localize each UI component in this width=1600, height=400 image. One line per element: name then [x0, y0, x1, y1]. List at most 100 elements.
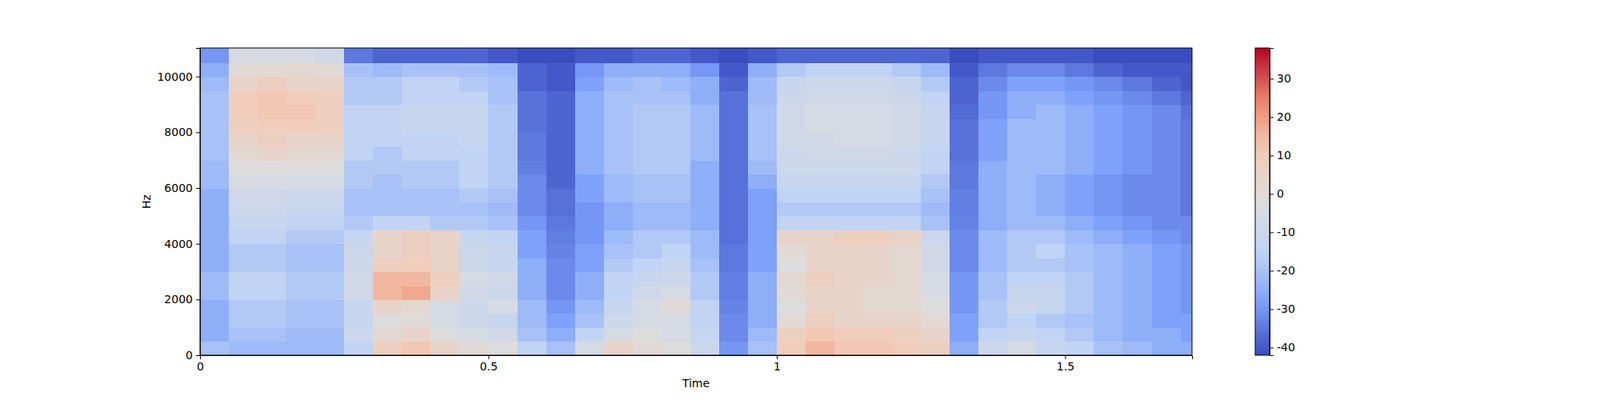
tick-mark: [1269, 347, 1274, 348]
heatmap-cell: [604, 188, 634, 203]
heatmap-cell: [546, 174, 576, 189]
heatmap-cell: [1036, 313, 1066, 328]
heatmap-cell: [1007, 313, 1037, 328]
heatmap-cell: [661, 90, 692, 105]
heatmap-cell: [1122, 118, 1152, 133]
heatmap-cell: [776, 48, 807, 64]
heatmap-cell: [834, 160, 864, 175]
heatmap-cell: [978, 285, 1008, 300]
heatmap-cell: [228, 118, 259, 133]
heatmap-cell: [228, 160, 259, 175]
heatmap-cell: [200, 299, 230, 314]
heatmap-cell: [1064, 313, 1095, 328]
heatmap-cell: [834, 201, 864, 216]
heatmap-cell: [1064, 341, 1095, 356]
heatmap-cell: [949, 272, 980, 287]
heatmap-cell: [1093, 229, 1124, 244]
heatmap-cell: [315, 90, 345, 105]
heatmap-cell: [401, 104, 432, 120]
heatmap-cell: [286, 244, 316, 259]
heatmap-cell: [920, 272, 951, 287]
heatmap-cell: [1064, 132, 1095, 147]
heatmap-cell: [257, 104, 288, 120]
heatmap-cell: [488, 174, 518, 189]
heatmap-cell: [978, 313, 1008, 328]
heatmap-cell: [1180, 272, 1192, 287]
heatmap-cell: [776, 257, 807, 272]
heatmap-cell: [1122, 341, 1152, 356]
heatmap-cell: [776, 174, 807, 189]
heatmap-cell: [805, 244, 836, 259]
heatmap-cell: [949, 132, 980, 147]
heatmap-cell: [1180, 48, 1192, 64]
heatmap-cell: [372, 174, 403, 189]
heatmap-cells: [200, 48, 1192, 356]
heatmap-cell: [748, 313, 778, 328]
heatmap-cell: [459, 76, 489, 92]
heatmap-cell: [430, 313, 460, 328]
tick-mark: [196, 244, 200, 245]
heatmap-cell: [488, 132, 518, 147]
heatmap-cell: [920, 201, 951, 216]
heatmap-cell: [1036, 90, 1066, 105]
heatmap-cell: [1122, 201, 1152, 216]
heatmap-cell: [344, 48, 374, 64]
heatmap-cell: [1122, 216, 1152, 231]
heatmap-cell: [1180, 76, 1192, 92]
heatmap-cell: [257, 257, 288, 272]
heatmap-cell: [863, 299, 893, 314]
heatmap-cell: [1007, 174, 1037, 189]
heatmap-cell: [372, 257, 403, 272]
heatmap-cell: [286, 285, 316, 300]
heatmap-cell: [1007, 48, 1037, 64]
heatmap-cell: [892, 272, 922, 287]
heatmap-cell: [834, 90, 864, 105]
heatmap-cell: [517, 62, 548, 77]
heatmap-cell: [920, 62, 951, 77]
heatmap-cell: [1093, 118, 1124, 133]
heatmap-cell: [632, 146, 663, 161]
heatmap-cell: [748, 272, 778, 287]
heatmap-cell: [372, 244, 403, 259]
heatmap-cell: [257, 160, 288, 175]
heatmap-cell: [1007, 90, 1037, 105]
heatmap-cell: [719, 272, 749, 287]
heatmap-cell: [748, 244, 778, 259]
heatmap-cell: [805, 229, 836, 244]
heatmap-cell: [949, 118, 980, 133]
heatmap-cell: [604, 257, 634, 272]
heatmap-cell: [1064, 90, 1095, 105]
heatmap-cell: [949, 244, 980, 259]
tick: 30: [1269, 72, 1292, 85]
heatmap-cell: [1064, 76, 1095, 92]
heatmap-cell: [949, 146, 980, 161]
heatmap-cell: [1122, 257, 1152, 272]
heatmap-cell: [401, 229, 432, 244]
heatmap-cell: [949, 201, 980, 216]
heatmap-cell: [575, 327, 605, 342]
heatmap-cell: [1064, 229, 1095, 244]
heatmap-cell: [719, 132, 749, 147]
heatmap-cell: [315, 76, 345, 92]
heatmap-cell: [1007, 216, 1037, 231]
heatmap-cell: [286, 257, 316, 272]
tick-mark: [1269, 193, 1274, 195]
heatmap-cell: [719, 146, 749, 161]
heatmap-cell: [488, 341, 518, 356]
heatmap-cell: [805, 327, 836, 342]
heatmap-cell: [719, 76, 749, 92]
heatmap-cell: [1180, 132, 1192, 147]
tick-label: 4000: [164, 237, 193, 251]
heatmap-cell: [546, 257, 576, 272]
heatmap-cell: [430, 76, 460, 92]
heatmap-cell: [546, 62, 576, 77]
heatmap-cell: [1093, 132, 1124, 147]
heatmap-cell: [517, 313, 548, 328]
heatmap-cell: [805, 272, 836, 287]
heatmap-cell: [661, 216, 692, 231]
heatmap-cell: [1036, 146, 1066, 161]
heatmap-cell: [344, 229, 374, 244]
heatmap-cell: [949, 188, 980, 203]
tick-label: 1.5: [1056, 360, 1075, 373]
heatmap-cell: [978, 76, 1008, 92]
